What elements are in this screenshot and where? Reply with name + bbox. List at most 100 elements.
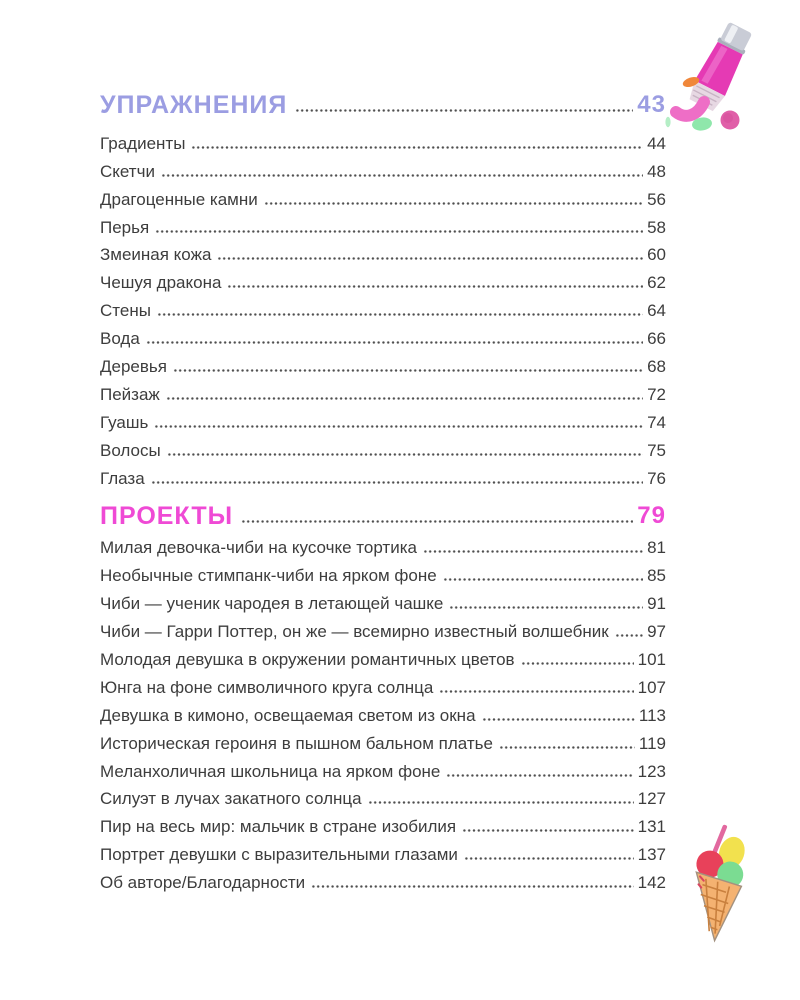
toc-entry-page: 137	[637, 845, 666, 865]
dotted-leader	[155, 229, 644, 233]
dotted-leader	[160, 173, 644, 177]
dotted-leader	[367, 801, 634, 805]
dotted-leader	[481, 717, 635, 721]
toc-entry: Вода 66	[100, 323, 666, 351]
red-scoop	[696, 850, 724, 878]
toc-entry-label: Змеиная кожа	[100, 245, 212, 265]
dotted-leader	[295, 109, 634, 112]
dotted-leader	[520, 662, 634, 666]
paint-tube-icon	[689, 22, 752, 112]
toc-entry: Силуэт в лучах закатного солнца 127	[100, 784, 666, 812]
toc-entry: Змеиная кожа 60	[100, 240, 666, 268]
toc-entry: Чиби — ученик чародея в летающей чашке 9…	[100, 588, 666, 616]
dotted-leader	[449, 606, 644, 610]
toc-entry-label: Необычные стимпанк-чиби на ярком фоне	[100, 566, 437, 586]
dotted-leader	[263, 201, 644, 205]
toc-entry-label: Чиби — ученик чародея в летающей чашке	[100, 594, 444, 614]
toc-entry: Девушка в кимоно, освещаемая светом из о…	[100, 700, 666, 728]
toc-entry-page: 113	[638, 705, 666, 725]
dotted-leader	[154, 424, 644, 428]
toc-entry-page: 101	[637, 650, 666, 670]
dotted-leader	[145, 341, 644, 345]
tube-cap	[721, 22, 752, 51]
dotted-leader	[614, 634, 644, 638]
toc-entry-label: Юнга на фоне символичного круга солнца	[100, 677, 434, 697]
toc-entry-label: Пир на весь мир: мальчик в стране изобил…	[100, 817, 457, 837]
toc-entry-label: Гуашь	[100, 412, 149, 432]
dotted-leader	[241, 519, 634, 523]
toc-entry-label: Драгоценные камни	[100, 189, 258, 209]
dotted-leader	[227, 285, 644, 289]
dotted-leader	[311, 885, 634, 889]
tube-body-highlight	[701, 45, 728, 84]
mint-paint-blob	[692, 117, 712, 131]
dotted-leader	[156, 313, 644, 317]
toc-entry-label: Меланхоличная школьница на ярком фоне	[100, 761, 441, 781]
toc-entry-page: 60	[647, 245, 666, 265]
toc-entry-label: Молодая девушка в окружении романтичных …	[100, 650, 515, 670]
waffle-pattern	[700, 878, 731, 934]
toc-section-exercises: УПРАЖНЕНИЯ 43 Градиенты 44 Скетчи 48	[100, 86, 666, 491]
toc-entry-label: Милая девочка-чиби на кусочке тортика	[100, 538, 417, 558]
toc-entry-page: 44	[647, 133, 666, 153]
paint-tube-illustration	[665, 22, 752, 131]
toc-entry: Историческая героиня в пышном бальном пл…	[100, 728, 666, 756]
dotted-leader	[150, 480, 644, 484]
dotted-leader	[191, 145, 644, 149]
toc-entry: Скетчи 48	[100, 156, 666, 184]
dotted-leader	[172, 369, 644, 373]
toc-entry: Необычные стимпанк-чиби на ярком фоне 85	[100, 560, 666, 588]
toc-entry-page: 74	[647, 412, 666, 432]
toc-entry: Гуашь 74	[100, 407, 666, 435]
dotted-leader	[217, 257, 644, 261]
toc-entry-label: Девушка в кимоно, освещаемая светом из о…	[100, 705, 476, 725]
toc-entry-page: 56	[647, 189, 666, 209]
toc-entry: Стены 64	[100, 295, 666, 323]
drip-marks	[697, 875, 705, 889]
toc-entry: Пейзаж 72	[100, 379, 666, 407]
toc-entry: Глаза 76	[100, 463, 666, 491]
tube-cap-highlight	[724, 25, 738, 44]
orange-paint-blob	[682, 76, 700, 88]
toc-entry-label: Историческая героиня в пышном бальном пл…	[100, 733, 493, 753]
toc-entry: Меланхоличная школьница на ярком фоне 12…	[100, 756, 666, 784]
toc-list-projects: Милая девочка-чиби на кусочке тортика 81…	[100, 533, 666, 896]
toc-entry: Об авторе/Благодарности 142	[100, 867, 666, 895]
toc-entry-page: 48	[647, 161, 666, 181]
toc-entry-page: 75	[647, 440, 666, 460]
toc-list-exercises: Градиенты 44 Скетчи 48 Драгоценные камни…	[100, 128, 666, 491]
toc-entry: Милая девочка-чиби на кусочке тортика 81	[100, 533, 666, 561]
section-heading-row: ПРОЕКТЫ 79	[100, 497, 666, 531]
dotted-leader	[463, 857, 634, 861]
section-heading-row: УПРАЖНЕНИЯ 43	[100, 86, 666, 120]
section-title: УПРАЖНЕНИЯ	[100, 91, 288, 119]
toc-entry-page: 64	[647, 301, 666, 321]
toc-entry-label: Пейзаж	[100, 384, 160, 404]
toc-entry-page: 97	[647, 622, 666, 642]
dotted-leader	[166, 452, 644, 456]
toc-entry-page: 76	[647, 468, 666, 488]
toc-entry: Молодая девушка в окружении романтичных …	[100, 644, 666, 672]
section-title: ПРОЕКТЫ	[100, 501, 234, 530]
pink-blob-texture	[723, 113, 733, 123]
toc-entry-page: 91	[647, 594, 666, 614]
toc-entry-page: 123	[637, 761, 666, 781]
dotted-leader	[498, 745, 635, 749]
toc-entry: Деревья 68	[100, 351, 666, 379]
toc-entry: Чиби — Гарри Поттер, он же — всемирно из…	[100, 616, 666, 644]
toc-entry-label: Портрет девушки с выразительными глазами	[100, 845, 458, 865]
ice-cream-illustration	[695, 824, 745, 943]
toc-entry-page: 72	[647, 384, 666, 404]
dotted-leader	[462, 829, 634, 833]
toc-entry-label: Деревья	[100, 357, 167, 377]
toc-entry: Градиенты 44	[100, 128, 666, 156]
toc-entry-label: Вода	[100, 329, 140, 349]
toc-entry-label: Волосы	[100, 440, 161, 460]
toc-entry-label: Силуэт в лучах закатного солнца	[100, 789, 362, 809]
toc-entry-page: 68	[647, 357, 666, 377]
toc-entry-label: Об авторе/Благодарности	[100, 873, 306, 893]
table-of-contents: УПРАЖНЕНИЯ 43 Градиенты 44 Скетчи 48	[100, 86, 666, 895]
toc-entry-page: 131	[637, 817, 666, 837]
toc-entry-label: Скетчи	[100, 161, 155, 181]
dotted-leader	[442, 578, 644, 582]
